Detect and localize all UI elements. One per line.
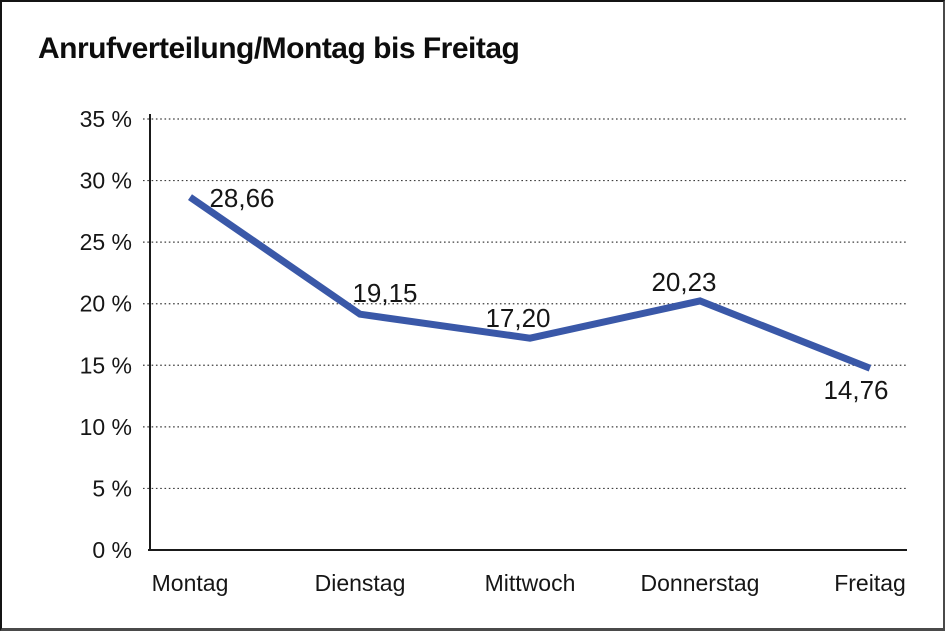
x-tick-label: Montag bbox=[152, 570, 229, 596]
y-tick-label: 30 % bbox=[80, 168, 132, 194]
y-tick-label: 25 % bbox=[80, 229, 132, 255]
x-tick-label: Freitag bbox=[834, 570, 906, 596]
page-title: Anrufverteilung/Montag bis Freitag bbox=[38, 32, 520, 65]
y-tick-label: 20 % bbox=[80, 291, 132, 317]
data-label: 19,15 bbox=[352, 278, 417, 308]
y-tick-label: 10 % bbox=[80, 414, 132, 440]
y-tick-label: 35 % bbox=[80, 106, 132, 132]
y-tick-label: 15 % bbox=[80, 352, 132, 378]
data-label: 20,23 bbox=[651, 267, 716, 297]
data-label: 17,20 bbox=[485, 303, 550, 333]
y-tick-label: 0 % bbox=[92, 537, 132, 563]
x-tick-label: Donnerstag bbox=[641, 570, 760, 596]
data-label: 14,76 bbox=[823, 375, 888, 405]
x-tick-label: Dienstag bbox=[315, 570, 406, 596]
series-line bbox=[188, 194, 872, 372]
x-tick-label: Mittwoch bbox=[485, 570, 576, 596]
data-label: 28,66 bbox=[209, 183, 274, 213]
y-tick-label: 5 % bbox=[92, 475, 132, 501]
